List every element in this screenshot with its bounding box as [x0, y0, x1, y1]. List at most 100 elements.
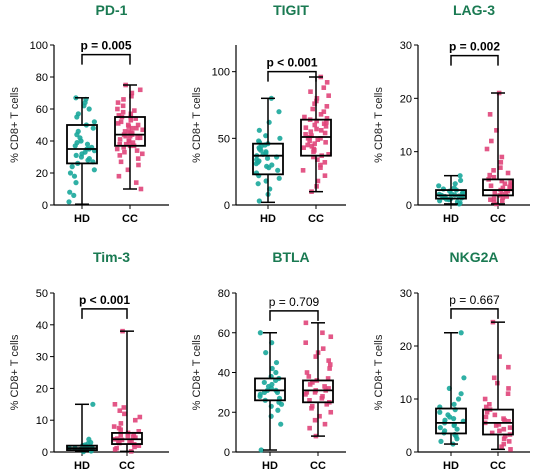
cc-data-point [499, 178, 505, 184]
significance-bracket [450, 54, 499, 66]
box-iqr [114, 116, 146, 147]
cc-data-point [305, 142, 310, 148]
hd-data-point [276, 175, 282, 181]
cc-data-point [133, 180, 139, 185]
cc-data-point [488, 197, 493, 202]
box-iqr [435, 189, 467, 200]
cc-data-point [303, 320, 309, 326]
y-tick-label: 40 [218, 368, 230, 380]
hd-data-point [442, 417, 448, 423]
hd-data-point [67, 170, 74, 176]
cc-data-point [117, 141, 123, 147]
x-category-label: CC [119, 460, 135, 472]
cc-data-point [306, 374, 312, 379]
cc-data-point [129, 125, 135, 131]
panel-title: TIGIT [273, 2, 309, 18]
cc-data-point [500, 195, 506, 200]
cc-data-point [320, 330, 325, 336]
hd-data-point [442, 428, 448, 434]
cc-data-point [122, 129, 128, 134]
cc-data-point [501, 416, 506, 421]
cc-data-point [300, 168, 306, 173]
cc-data-point [502, 433, 508, 439]
cc-data-point [125, 433, 131, 439]
cc-data-point [318, 162, 323, 168]
cc-data-point [126, 129, 132, 134]
cc-data-point [304, 370, 310, 375]
chart-panel-pd-1: PD-1 % CD8+ T cells 0 20 40 60 80 100 HD CC p = 0.… [9, 2, 169, 225]
cc-data-point [320, 394, 325, 399]
significance-bracket [269, 310, 319, 321]
significance-bracket [267, 70, 317, 82]
cc-data-point [314, 118, 319, 124]
hd-data-point [84, 141, 91, 147]
y-tick-label: 40 [36, 136, 48, 148]
cc-data-point [136, 162, 141, 168]
cc-data-point [116, 173, 122, 179]
hd-data-point [273, 359, 280, 366]
cc-data-point [505, 170, 511, 176]
y-tick-label: 30 [400, 40, 412, 52]
hd-data-point [273, 369, 279, 376]
cc-data-point [484, 409, 490, 415]
hd-data-point [256, 127, 262, 133]
x-category-label: HD [443, 460, 459, 472]
p-value-label: p = 0.667 [449, 293, 500, 307]
hd-data-point [261, 379, 267, 386]
cc-data-point [314, 96, 320, 101]
cc-data-point [309, 403, 315, 409]
p-value-label: p = 0.005 [80, 39, 131, 53]
x-category-label: HD [74, 460, 90, 472]
cc-data-point [489, 430, 495, 436]
y-tick-label: 0 [406, 447, 412, 459]
cc-data-point [112, 402, 118, 407]
y-tick-label: 50 [36, 288, 48, 300]
p-value-label: p = 0.709 [269, 295, 320, 309]
cc-data-point [321, 109, 327, 114]
cc-data-point [134, 125, 139, 131]
significance-bracket [450, 308, 499, 319]
cc-data-point [491, 174, 497, 180]
hd-data-point [454, 199, 461, 205]
hd-data-point [275, 407, 281, 413]
cc-data-point [131, 431, 137, 437]
y-tick-label: 0 [224, 200, 230, 212]
cc-data-point [315, 137, 321, 142]
cc-data-point [121, 405, 127, 410]
cc-data-point [135, 135, 140, 141]
cc-data-point [315, 178, 321, 184]
cc-data-point [323, 140, 328, 145]
cc-data-point [116, 113, 122, 118]
y-tick-label: 80 [36, 72, 48, 84]
cc-data-point [487, 112, 493, 117]
cc-data-point [303, 340, 309, 345]
cc-data-point [123, 141, 129, 147]
x-category-label: CC [490, 213, 506, 225]
panel-title: PD-1 [96, 2, 128, 18]
box-iqr [435, 407, 467, 435]
cc-data-point [327, 362, 333, 367]
cc-data-point [318, 165, 323, 170]
cc-data-point [116, 425, 122, 431]
hd-data-point [263, 149, 269, 155]
hd-data-point [263, 133, 269, 139]
y-tick-label: 10 [400, 147, 412, 159]
cc-data-point [312, 417, 318, 423]
hd-data-point [436, 183, 442, 189]
chart-panel-lag-3: LAG-3 % CD8+ T cells 0 10 20 30 HD CC p = 0.002 [373, 2, 530, 225]
cc-data-point [322, 160, 328, 165]
hd-data-point [263, 350, 269, 356]
cc-data-point [307, 425, 312, 431]
x-category-label: CC [490, 460, 506, 472]
cc-data-point [312, 122, 318, 128]
cc-data-point [307, 138, 312, 144]
cc-data-point [504, 194, 510, 199]
y-tick-label: 20 [218, 407, 230, 419]
cc-data-point [506, 439, 512, 444]
cc-data-point [135, 122, 141, 128]
hd-data-point [69, 164, 75, 170]
cc-data-point [135, 156, 141, 161]
cc-data-point [307, 398, 312, 403]
cc-data-point [304, 390, 310, 395]
